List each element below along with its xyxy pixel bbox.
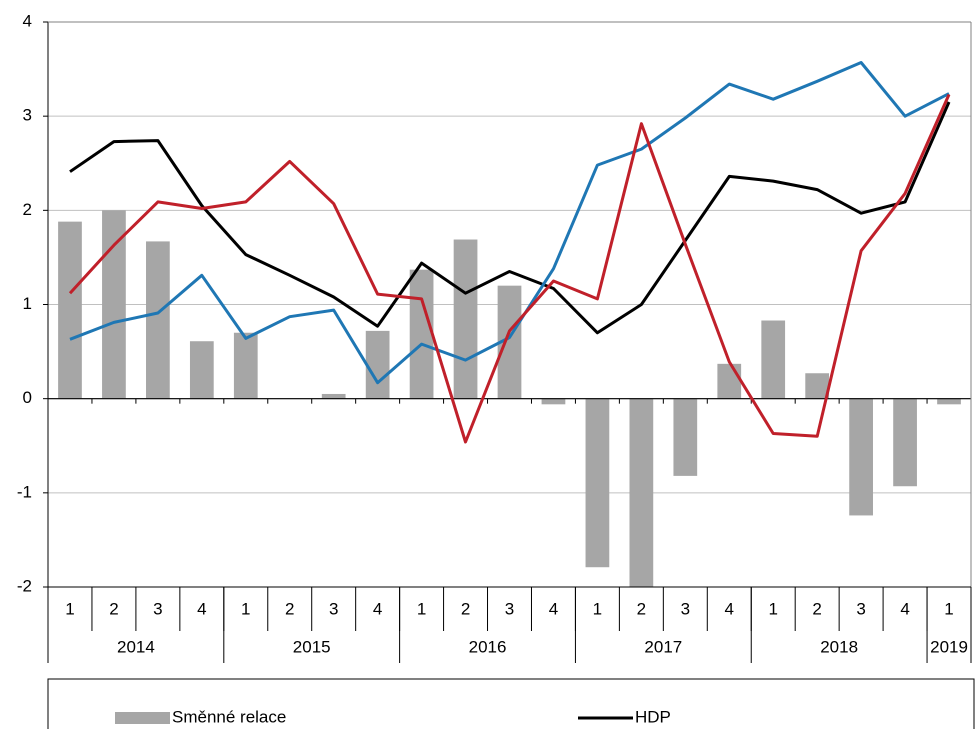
- x-tick-label: 4: [900, 599, 909, 618]
- bar: [321, 393, 346, 399]
- year-label: 2018: [820, 637, 858, 656]
- bar: [673, 398, 698, 476]
- line: [68, 93, 951, 444]
- bar: [805, 373, 830, 399]
- bar: [497, 285, 522, 399]
- bar: [541, 398, 566, 405]
- year-label: 2017: [644, 637, 682, 656]
- bar: [365, 330, 390, 399]
- x-tick-label: 3: [856, 599, 865, 618]
- x-tick-label: 1: [417, 599, 426, 618]
- line: [69, 101, 951, 335]
- bar: [409, 269, 434, 399]
- bar: [893, 398, 917, 487]
- x-tick-label: 1: [65, 599, 74, 618]
- x-tick-label: 4: [725, 599, 734, 618]
- year-label: 2015: [293, 637, 331, 656]
- bar: [849, 398, 873, 516]
- bar: [102, 210, 126, 399]
- y-tick-label: 1: [23, 294, 32, 313]
- legend-swatch: [115, 712, 170, 724]
- legend-box: [47, 678, 975, 729]
- x-tick-label: 3: [681, 599, 690, 618]
- x-tick-label: 2: [285, 599, 294, 618]
- y-tick-label: 4: [23, 11, 32, 30]
- x-tick-label: 3: [329, 599, 338, 618]
- bar: [233, 332, 258, 399]
- line: [69, 61, 950, 385]
- bar: [58, 221, 82, 399]
- x-tick-label: 1: [593, 599, 602, 618]
- y-tick-label: 2: [23, 200, 32, 219]
- x-tick-label: 2: [109, 599, 118, 618]
- y-tick-label: -2: [17, 576, 32, 595]
- x-tick-label: 4: [373, 599, 382, 618]
- x-tick-label: 3: [153, 599, 162, 618]
- legend-label: Směnné relace: [172, 707, 286, 726]
- x-tick-label: 1: [944, 599, 953, 618]
- bar: [453, 239, 478, 399]
- year-label: 2014: [117, 637, 155, 656]
- x-tick-label: 4: [549, 599, 558, 618]
- y-tick-label: 3: [23, 106, 32, 125]
- year-label: 2019: [930, 637, 968, 656]
- x-tick-label: 1: [241, 599, 250, 618]
- x-tick-label: 4: [197, 599, 206, 618]
- year-label: 2016: [469, 637, 507, 656]
- bar: [629, 398, 654, 587]
- x-tick-label: 3: [505, 599, 514, 618]
- bar: [717, 363, 742, 399]
- bar: [761, 320, 786, 399]
- y-tick-label: -1: [17, 482, 32, 501]
- bar: [937, 398, 961, 405]
- x-tick-label: 1: [768, 599, 777, 618]
- y-tick-label: 0: [23, 388, 32, 407]
- x-tick-label: 2: [637, 599, 646, 618]
- bar: [146, 241, 170, 399]
- bar: [189, 341, 214, 399]
- x-tick-label: 2: [812, 599, 821, 618]
- legend-label: HDP: [635, 707, 671, 726]
- bar: [585, 398, 610, 568]
- x-tick-label: 2: [461, 599, 470, 618]
